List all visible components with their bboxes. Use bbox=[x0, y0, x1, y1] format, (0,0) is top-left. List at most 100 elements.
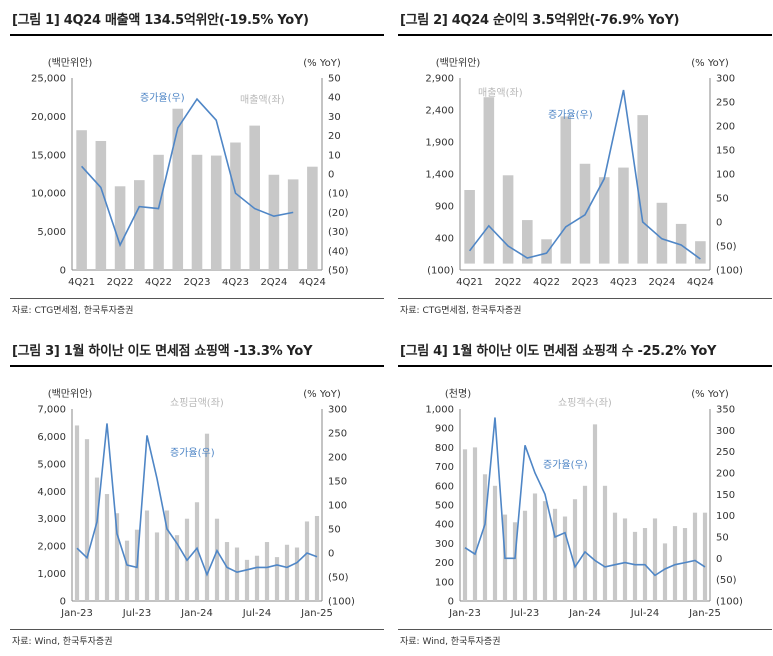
right-tick-label: (50) bbox=[328, 573, 349, 584]
bar bbox=[114, 186, 126, 270]
line-series-label: 증가율(우) bbox=[543, 459, 588, 471]
left-tick-label: 900 bbox=[435, 202, 454, 213]
left-tick-label: 2,400 bbox=[425, 106, 454, 117]
x-tick-label: 4Q24 bbox=[299, 277, 326, 288]
bar bbox=[602, 485, 608, 601]
growth-line bbox=[81, 97, 294, 248]
left-tick-label: 0 bbox=[448, 597, 454, 608]
left-tick-label: 700 bbox=[435, 462, 454, 473]
right-tick-label: (20) bbox=[328, 208, 349, 219]
x-tick-label: 2Q23 bbox=[572, 277, 599, 288]
bar bbox=[522, 220, 533, 264]
bar bbox=[104, 494, 110, 601]
bar bbox=[582, 485, 588, 601]
bar bbox=[244, 559, 250, 601]
bar bbox=[191, 154, 203, 270]
left-tick-label: 100 bbox=[435, 577, 454, 588]
bar bbox=[234, 547, 240, 601]
bar bbox=[268, 174, 280, 270]
right-tick-label: 0 bbox=[716, 554, 722, 565]
bar bbox=[656, 202, 668, 264]
x-tick-label: 4Q23 bbox=[222, 277, 249, 288]
x-tick-label: Jan-24 bbox=[568, 608, 601, 619]
bar bbox=[541, 239, 552, 264]
left-tick-label: 7,000 bbox=[37, 405, 66, 416]
bar bbox=[682, 528, 688, 601]
left-tick-label: 1,000 bbox=[425, 405, 454, 416]
right-unit-label: (% YoY) bbox=[303, 389, 341, 400]
left-tick-label: 0 bbox=[60, 266, 66, 277]
right-tick-label: 200 bbox=[328, 453, 347, 464]
x-tick-label: Jul-23 bbox=[122, 608, 151, 619]
right-tick-label: 200 bbox=[716, 469, 735, 480]
right-tick-label: 100 bbox=[716, 511, 735, 522]
x-tick-label: 4Q22 bbox=[145, 277, 172, 288]
bar-series-label: 쇼핑객수(좌) bbox=[558, 397, 612, 409]
right-tick-label: (50) bbox=[716, 242, 737, 253]
chart-panel-2: [그림 2] 4Q24 순이익 3.5억위안(-76.9% YoY) (100)… bbox=[398, 0, 773, 325]
bar bbox=[174, 535, 180, 601]
bar bbox=[84, 439, 90, 601]
chart-panel-4: [그림 4] 1월 하이난 이도 면세점 쇼핑객 수 -25.2% YoY 0 1… bbox=[398, 331, 773, 656]
bar bbox=[284, 544, 290, 601]
right-tick-label: 50 bbox=[328, 525, 341, 536]
right-tick-label: 150 bbox=[716, 146, 735, 157]
left-tick-label: 900 bbox=[435, 424, 454, 435]
bar bbox=[307, 166, 318, 270]
chart-panel-1: [그림 1] 4Q24 매출액 134.5억위안(-19.5% YoY) 0 5,… bbox=[10, 0, 385, 325]
right-tick-label: 300 bbox=[328, 405, 347, 416]
bar bbox=[294, 547, 300, 601]
chart-title: [그림 3] 1월 하이난 이도 면세점 쇼핑액 -13.3% YoY bbox=[10, 341, 384, 367]
x-tick-label: 2Q22 bbox=[495, 277, 522, 288]
right-tick-label: 150 bbox=[716, 490, 735, 501]
left-tick-label: 1,900 bbox=[425, 138, 454, 149]
bar bbox=[512, 522, 518, 601]
right-tick-label: 100 bbox=[716, 170, 735, 181]
right-unit-label: (% YoY) bbox=[691, 389, 729, 400]
left-tick-label: 20,000 bbox=[31, 112, 66, 123]
left-tick-label: 5,000 bbox=[37, 459, 66, 470]
bar bbox=[562, 516, 568, 601]
chart-panel-3: [그림 3] 1월 하이난 이도 면세점 쇼핑액 -13.3% YoY 0 1,0… bbox=[10, 331, 385, 656]
bar bbox=[637, 115, 648, 264]
left-tick-label: (100) bbox=[427, 266, 454, 277]
x-tick-label: 2Q22 bbox=[107, 277, 134, 288]
x-tick-label: Jan-24 bbox=[180, 608, 213, 619]
bar-series-label: 매출액(좌) bbox=[240, 94, 285, 106]
bar bbox=[560, 116, 572, 264]
bar bbox=[204, 433, 210, 601]
right-tick-label: (100) bbox=[716, 266, 743, 277]
x-tick-label: 4Q21 bbox=[68, 277, 95, 288]
bar bbox=[552, 508, 558, 601]
right-tick-label: 0 bbox=[328, 549, 334, 560]
bar bbox=[692, 512, 698, 601]
bar bbox=[224, 542, 230, 601]
bar bbox=[702, 512, 708, 601]
chart-source: 자료: CTG면세점, 한국투자증권 bbox=[398, 298, 772, 316]
bar bbox=[254, 555, 260, 601]
x-tick-label: 4Q23 bbox=[610, 277, 637, 288]
x-tick-label: Jan-25 bbox=[300, 608, 333, 619]
right-tick-label: (100) bbox=[328, 597, 355, 608]
left-tick-label: 300 bbox=[435, 539, 454, 550]
right-tick-label: (40) bbox=[328, 246, 349, 257]
x-tick-label: Jan-25 bbox=[688, 608, 721, 619]
x-tick-label: 4Q24 bbox=[687, 277, 714, 288]
bar bbox=[194, 502, 200, 601]
bar bbox=[618, 167, 629, 264]
chart-source: 자료: Wind, 한국투자증권 bbox=[10, 629, 384, 647]
x-tick-label: 2Q24 bbox=[648, 277, 675, 288]
x-tick-label: Jan-23 bbox=[60, 608, 93, 619]
chart-title: [그림 1] 4Q24 매출액 134.5억위안(-19.5% YoY) bbox=[10, 10, 384, 36]
bar bbox=[264, 542, 270, 601]
x-tick-label: Jul-24 bbox=[242, 608, 271, 619]
line-series-label: 증가율(우) bbox=[548, 109, 593, 121]
chart-source: 자료: CTG면세점, 한국투자증권 bbox=[10, 298, 384, 316]
chart-2-plot: (100) 400 900 1,400 1,900 2,400 2,900 (100) (50)… bbox=[425, 56, 743, 288]
bar bbox=[598, 177, 610, 264]
right-tick-label: 10 bbox=[328, 150, 341, 161]
right-tick-label: (50) bbox=[716, 575, 737, 586]
chart-4-plot: 01002003004005006007008009001,000(100)(5… bbox=[425, 388, 743, 619]
chart-title: [그림 4] 1월 하이난 이도 면세점 쇼핑객 수 -25.2% YoY bbox=[398, 341, 772, 367]
bar bbox=[214, 518, 220, 601]
